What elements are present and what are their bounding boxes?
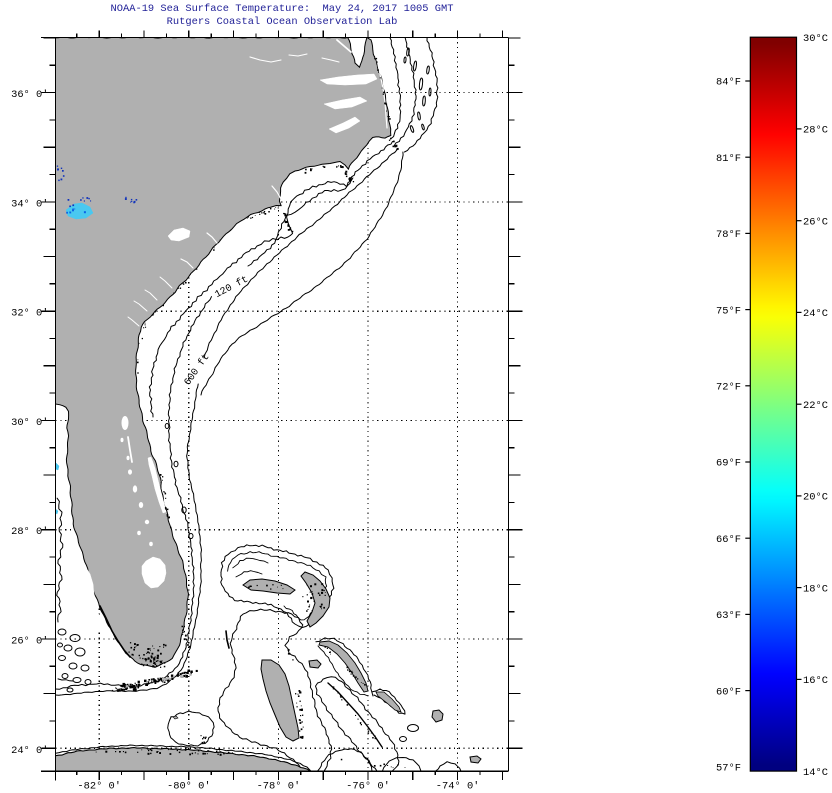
- svg-text:-74° 0': -74° 0': [436, 781, 480, 793]
- svg-text:60°F: 60°F: [716, 686, 741, 698]
- svg-text:57°F: 57°F: [716, 763, 741, 775]
- svg-text:-78° 0': -78° 0': [257, 781, 301, 793]
- svg-text:30°C: 30°C: [803, 33, 828, 45]
- svg-text:28°C: 28°C: [803, 125, 828, 137]
- svg-text:16°C: 16°C: [803, 675, 828, 687]
- svg-text:-82° 0': -82° 0': [77, 781, 121, 793]
- svg-text:28° 0': 28° 0': [11, 526, 48, 538]
- svg-text:14°C: 14°C: [803, 767, 828, 779]
- svg-text:24° 0': 24° 0': [11, 745, 48, 757]
- svg-text:75°F: 75°F: [716, 305, 741, 317]
- svg-text:30° 0': 30° 0': [11, 417, 48, 429]
- svg-text:34° 0': 34° 0': [11, 198, 48, 210]
- svg-text:24°C: 24°C: [803, 308, 828, 320]
- svg-text:84°F: 84°F: [716, 77, 741, 89]
- svg-text:63°F: 63°F: [716, 610, 741, 622]
- svg-text:81°F: 81°F: [716, 153, 741, 165]
- svg-text:66°F: 66°F: [716, 534, 741, 546]
- svg-text:26°C: 26°C: [803, 216, 828, 228]
- svg-text:18°C: 18°C: [803, 583, 828, 595]
- svg-text:32° 0': 32° 0': [11, 308, 48, 320]
- svg-text:20°C: 20°C: [803, 492, 828, 504]
- svg-text:22°C: 22°C: [803, 400, 828, 412]
- svg-text:NOAA-19 Sea Surface Temperatur: NOAA-19 Sea Surface Temperature: May 24,…: [111, 3, 454, 15]
- svg-text:78°F: 78°F: [716, 229, 741, 241]
- svg-text:36° 0': 36° 0': [11, 89, 48, 101]
- svg-text:-76° 0': -76° 0': [346, 781, 390, 793]
- svg-text:26° 0': 26° 0': [11, 636, 48, 648]
- svg-text:69°F: 69°F: [716, 458, 741, 470]
- svg-text:Rutgers Coastal Ocean Observat: Rutgers Coastal Ocean Observation Lab: [167, 16, 398, 28]
- svg-text:72°F: 72°F: [716, 382, 741, 394]
- svg-text:-80° 0': -80° 0': [167, 781, 211, 793]
